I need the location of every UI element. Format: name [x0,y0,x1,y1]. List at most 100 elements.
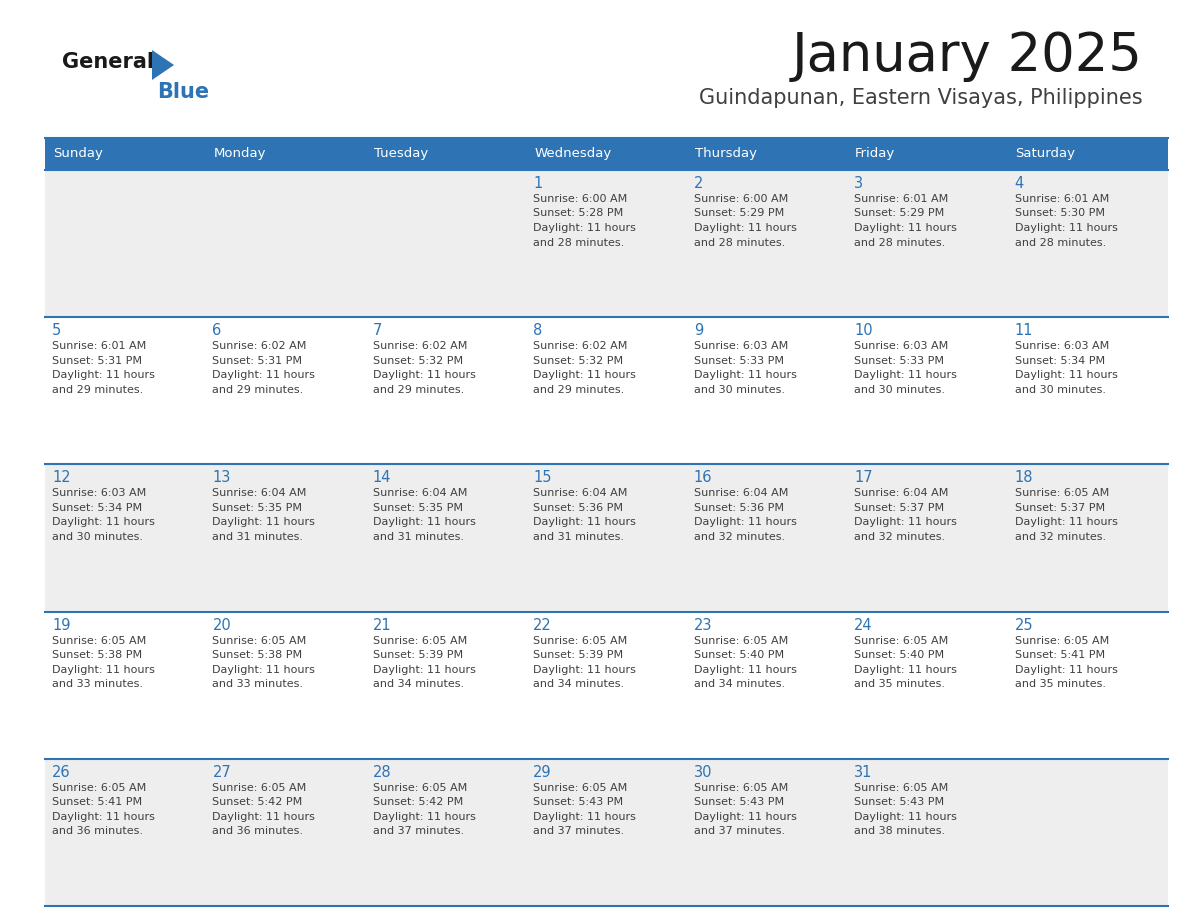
Text: and 29 minutes.: and 29 minutes. [373,385,465,395]
FancyBboxPatch shape [526,611,687,759]
Text: Daylight: 11 hours: Daylight: 11 hours [213,518,315,528]
Text: Sunrise: 6:00 AM: Sunrise: 6:00 AM [533,194,627,204]
Text: Sunrise: 6:02 AM: Sunrise: 6:02 AM [373,341,467,352]
Text: Daylight: 11 hours: Daylight: 11 hours [213,812,315,822]
FancyBboxPatch shape [1007,318,1168,465]
Text: Daylight: 11 hours: Daylight: 11 hours [533,370,636,380]
Text: and 36 minutes.: and 36 minutes. [52,826,143,836]
Text: Sunrise: 6:03 AM: Sunrise: 6:03 AM [52,488,146,498]
Text: and 30 minutes.: and 30 minutes. [52,532,143,542]
Text: Daylight: 11 hours: Daylight: 11 hours [694,665,797,675]
Text: Sunset: 5:36 PM: Sunset: 5:36 PM [533,503,624,513]
Text: Sunrise: 6:05 AM: Sunrise: 6:05 AM [1015,488,1108,498]
Text: and 34 minutes.: and 34 minutes. [533,679,625,689]
Text: Guindapunan, Eastern Visayas, Philippines: Guindapunan, Eastern Visayas, Philippine… [700,88,1143,108]
FancyBboxPatch shape [206,170,366,318]
Text: Sunset: 5:42 PM: Sunset: 5:42 PM [213,798,303,807]
FancyBboxPatch shape [45,759,206,906]
Text: Daylight: 11 hours: Daylight: 11 hours [1015,223,1118,233]
FancyBboxPatch shape [1007,138,1168,170]
Text: Sunset: 5:30 PM: Sunset: 5:30 PM [1015,208,1105,218]
FancyBboxPatch shape [687,318,847,465]
Text: and 32 minutes.: and 32 minutes. [854,532,946,542]
Text: 28: 28 [373,765,392,779]
Text: Sunset: 5:37 PM: Sunset: 5:37 PM [854,503,944,513]
Text: Sunset: 5:35 PM: Sunset: 5:35 PM [373,503,463,513]
Text: Sunrise: 6:04 AM: Sunrise: 6:04 AM [373,488,467,498]
Text: Daylight: 11 hours: Daylight: 11 hours [213,665,315,675]
FancyBboxPatch shape [206,318,366,465]
Text: and 31 minutes.: and 31 minutes. [213,532,303,542]
Text: Sunset: 5:40 PM: Sunset: 5:40 PM [694,650,784,660]
Text: Sunrise: 6:01 AM: Sunrise: 6:01 AM [1015,194,1108,204]
Text: 21: 21 [373,618,392,633]
Text: Daylight: 11 hours: Daylight: 11 hours [373,370,475,380]
FancyBboxPatch shape [45,318,206,465]
Text: 5: 5 [52,323,62,338]
Text: 18: 18 [1015,470,1034,486]
FancyBboxPatch shape [847,318,1007,465]
Text: Sunset: 5:34 PM: Sunset: 5:34 PM [1015,355,1105,365]
Text: Wednesday: Wednesday [535,148,612,161]
Text: 16: 16 [694,470,713,486]
Text: Daylight: 11 hours: Daylight: 11 hours [373,665,475,675]
Text: Sunrise: 6:05 AM: Sunrise: 6:05 AM [373,783,467,793]
Text: Sunset: 5:38 PM: Sunset: 5:38 PM [52,650,143,660]
Text: and 30 minutes.: and 30 minutes. [854,385,946,395]
Text: Sunset: 5:31 PM: Sunset: 5:31 PM [213,355,303,365]
Text: Sunrise: 6:03 AM: Sunrise: 6:03 AM [854,341,948,352]
FancyBboxPatch shape [1007,465,1168,611]
Text: Daylight: 11 hours: Daylight: 11 hours [533,223,636,233]
Text: Sunrise: 6:05 AM: Sunrise: 6:05 AM [1015,635,1108,645]
Text: Sunset: 5:35 PM: Sunset: 5:35 PM [213,503,303,513]
Text: Sunset: 5:43 PM: Sunset: 5:43 PM [533,798,624,807]
Text: Daylight: 11 hours: Daylight: 11 hours [1015,665,1118,675]
Text: and 34 minutes.: and 34 minutes. [373,679,465,689]
Text: 26: 26 [52,765,70,779]
FancyBboxPatch shape [1007,170,1168,318]
Text: and 35 minutes.: and 35 minutes. [1015,679,1106,689]
Text: Daylight: 11 hours: Daylight: 11 hours [854,518,958,528]
FancyBboxPatch shape [687,170,847,318]
Text: Sunset: 5:40 PM: Sunset: 5:40 PM [854,650,944,660]
Text: and 29 minutes.: and 29 minutes. [533,385,625,395]
Text: 10: 10 [854,323,873,338]
Text: and 33 minutes.: and 33 minutes. [52,679,143,689]
Text: and 30 minutes.: and 30 minutes. [1015,385,1106,395]
Text: and 29 minutes.: and 29 minutes. [52,385,144,395]
Text: Daylight: 11 hours: Daylight: 11 hours [52,518,154,528]
Text: 13: 13 [213,470,230,486]
Text: Sunset: 5:36 PM: Sunset: 5:36 PM [694,503,784,513]
Text: and 30 minutes.: and 30 minutes. [694,385,785,395]
Text: Sunset: 5:28 PM: Sunset: 5:28 PM [533,208,624,218]
Text: and 35 minutes.: and 35 minutes. [854,679,946,689]
Text: 29: 29 [533,765,552,779]
FancyBboxPatch shape [687,138,847,170]
Text: Daylight: 11 hours: Daylight: 11 hours [52,665,154,675]
Text: Sunset: 5:39 PM: Sunset: 5:39 PM [533,650,624,660]
Text: Sunset: 5:33 PM: Sunset: 5:33 PM [694,355,784,365]
FancyBboxPatch shape [687,759,847,906]
Text: Sunset: 5:34 PM: Sunset: 5:34 PM [52,503,143,513]
FancyBboxPatch shape [687,465,847,611]
Text: Daylight: 11 hours: Daylight: 11 hours [854,812,958,822]
Text: Sunrise: 6:05 AM: Sunrise: 6:05 AM [854,783,948,793]
FancyBboxPatch shape [526,759,687,906]
Text: 2: 2 [694,176,703,191]
Text: and 32 minutes.: and 32 minutes. [694,532,785,542]
FancyBboxPatch shape [45,465,206,611]
Text: Sunrise: 6:04 AM: Sunrise: 6:04 AM [694,488,788,498]
FancyBboxPatch shape [366,759,526,906]
Text: 9: 9 [694,323,703,338]
Text: Sunrise: 6:04 AM: Sunrise: 6:04 AM [213,488,307,498]
Text: and 36 minutes.: and 36 minutes. [213,826,303,836]
Text: Daylight: 11 hours: Daylight: 11 hours [694,812,797,822]
Text: Tuesday: Tuesday [374,148,428,161]
Text: Sunrise: 6:01 AM: Sunrise: 6:01 AM [854,194,948,204]
Text: Daylight: 11 hours: Daylight: 11 hours [694,370,797,380]
Text: 31: 31 [854,765,872,779]
Text: and 28 minutes.: and 28 minutes. [694,238,785,248]
FancyBboxPatch shape [366,318,526,465]
FancyBboxPatch shape [206,611,366,759]
Text: and 37 minutes.: and 37 minutes. [373,826,465,836]
